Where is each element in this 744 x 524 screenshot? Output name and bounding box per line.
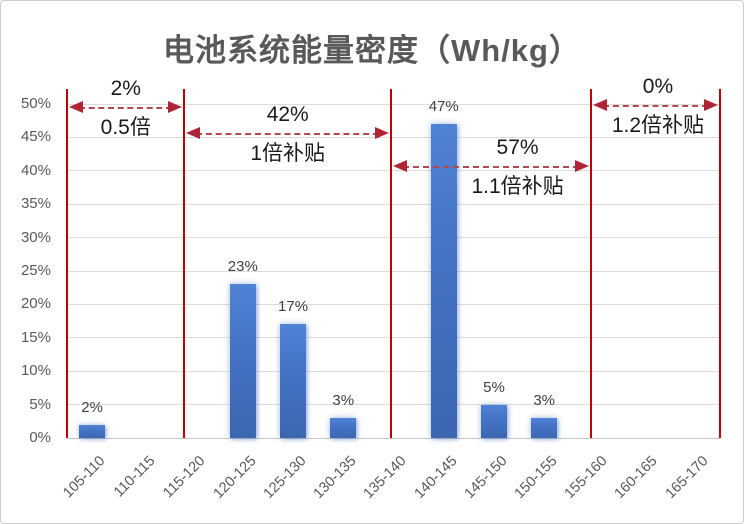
bar-150-155 [531,417,558,438]
x-axis-tick-label: 105-110 [60,453,109,502]
x-axis-tick-label: 115-120 [160,453,209,502]
bar-value-label: 3% [533,391,556,409]
y-axis-tick-label: 40% [20,161,51,179]
x-axis-tick-label: 125-130 [260,453,310,502]
arrowhead-left-icon [185,127,200,140]
y-axis-tick-label: 0% [29,429,51,446]
y-axis-tick-label: 20% [20,295,51,313]
x-axis-tick-label: 140-145 [411,453,461,502]
arrowhead-right-icon [574,159,589,172]
subsidy-divider-line [66,89,68,438]
bar-120-125 [229,284,256,438]
subsidy-divider-line [719,89,721,438]
group-percent-label: 0% [642,75,674,98]
gridline [67,370,720,372]
arrowhead-right-icon [374,127,389,140]
gridline [67,437,720,439]
group-percent-label: 42% [266,103,309,127]
bar-145-150 [480,404,507,438]
y-axis-tick-label: 15% [20,328,51,346]
y-axis-tick-label: 5% [29,395,51,413]
bar-value-label: 5% [483,378,505,396]
range-arrow-dash [79,107,172,109]
bar-value-label: 17% [278,298,309,316]
bar-130-135 [330,417,357,438]
gridline [67,303,720,305]
x-axis-tick-label: 120-125 [210,453,260,502]
arrowhead-left-icon [592,99,607,111]
subsidy-divider-line [182,89,185,438]
range-arrow-dash [402,165,579,168]
y-axis-tick-label: 50% [20,95,51,112]
chart-title: 电池系统能量密度（Wh/kg） [163,33,581,68]
y-axis-tick-label: 10% [20,362,51,380]
arrowhead-right-icon [704,99,718,111]
x-axis-tick-label: 160-165 [612,453,661,502]
gridline [67,337,720,339]
bar-125-130 [280,324,307,438]
x-axis-tick-label: 165-170 [662,453,712,502]
y-axis-tick-label: 45% [20,128,51,146]
subsidy-label: 1倍补贴 [250,142,326,166]
bar-value-label: 47% [428,98,459,116]
subsidy-divider-line [389,89,392,438]
subsidy-label: 1.2倍补贴 [611,114,705,137]
gridline [67,237,720,239]
x-axis-tick-label: 110-115 [111,453,159,501]
x-axis-tick-label: 150-155 [511,453,561,502]
y-axis-tick-label: 25% [20,262,51,279]
gridline [67,136,720,138]
gridline [67,103,720,105]
range-arrow-dash [195,133,379,136]
subsidy-divider-line [589,89,592,438]
bar-105-110 [79,424,106,438]
bar-value-label: 23% [227,258,258,276]
range-arrow-dash [602,105,708,107]
bar-140-145 [430,124,457,438]
arrowhead-left-icon [69,101,83,113]
subsidy-label: 0.5倍 [100,116,151,139]
x-axis-tick-label: 145-150 [461,453,511,502]
arrowhead-right-icon [167,101,182,113]
gridline [67,203,720,205]
bar-value-label: 3% [332,391,355,409]
gridline [67,404,720,406]
bar-value-label: 2% [81,398,103,416]
y-axis-tick-label: 30% [20,228,51,246]
gridline [67,270,720,272]
subsidy-label: 1.1倍补贴 [471,174,564,198]
x-axis-tick-label: 135-140 [360,453,410,502]
group-percent-label: 57% [496,135,539,159]
arrowhead-left-icon [392,159,407,172]
group-percent-label: 2% [110,77,141,100]
x-axis-tick-label: 130-135 [310,453,360,502]
y-axis-tick-label: 35% [20,195,51,213]
x-axis-tick-label: 155-160 [561,453,611,502]
